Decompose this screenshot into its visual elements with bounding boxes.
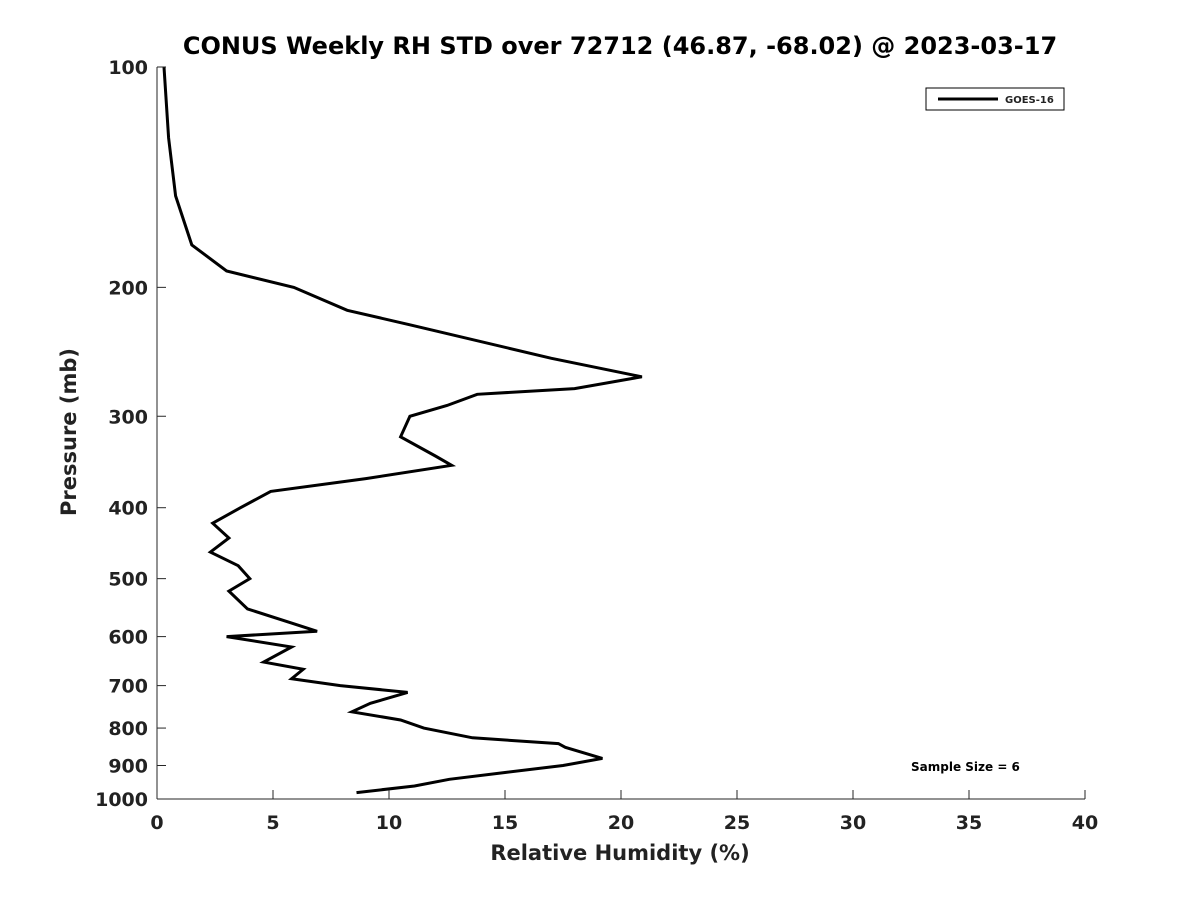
y-tick-label: 800 bbox=[108, 718, 148, 740]
x-tick-label: 5 bbox=[266, 812, 279, 834]
x-tick-label: 15 bbox=[492, 812, 518, 834]
y-axis: 100 200 300 400 500 600 700 800 900 1000 bbox=[95, 57, 166, 811]
x-axis-label: Relative Humidity (%) bbox=[490, 841, 749, 865]
series-line-goes-16 bbox=[162, 66, 643, 795]
x-tick-label: 20 bbox=[608, 812, 634, 834]
x-tick-label: 35 bbox=[956, 812, 982, 834]
y-tick-label: 1000 bbox=[95, 789, 148, 811]
y-tick-label: 400 bbox=[108, 498, 148, 520]
x-tick-label: 0 bbox=[150, 812, 163, 834]
y-tick-label: 700 bbox=[108, 676, 148, 698]
y-tick-label: 200 bbox=[108, 277, 148, 299]
x-tick-label: 30 bbox=[840, 812, 866, 834]
legend: GOES-16 bbox=[925, 87, 1065, 111]
y-tick-label: 900 bbox=[108, 756, 148, 778]
legend-label-goes-16: GOES-16 bbox=[1005, 95, 1054, 106]
plot-area bbox=[162, 66, 643, 795]
x-tick-label: 25 bbox=[724, 812, 750, 834]
y-tick-label: 300 bbox=[108, 406, 148, 428]
y-tick-label: 100 bbox=[108, 57, 148, 79]
y-tick-label: 500 bbox=[108, 569, 148, 591]
y-tick-label: 600 bbox=[108, 627, 148, 649]
sample-size-annotation: Sample Size = 6 bbox=[911, 760, 1020, 774]
y-axis-label: Pressure (mb) bbox=[57, 348, 81, 516]
x-tick-label: 40 bbox=[1072, 812, 1098, 834]
x-tick-label: 10 bbox=[376, 812, 402, 834]
x-axis: 0 5 10 15 20 25 30 35 40 bbox=[150, 790, 1098, 834]
chart-title: CONUS Weekly RH STD over 72712 (46.87, -… bbox=[183, 32, 1057, 60]
